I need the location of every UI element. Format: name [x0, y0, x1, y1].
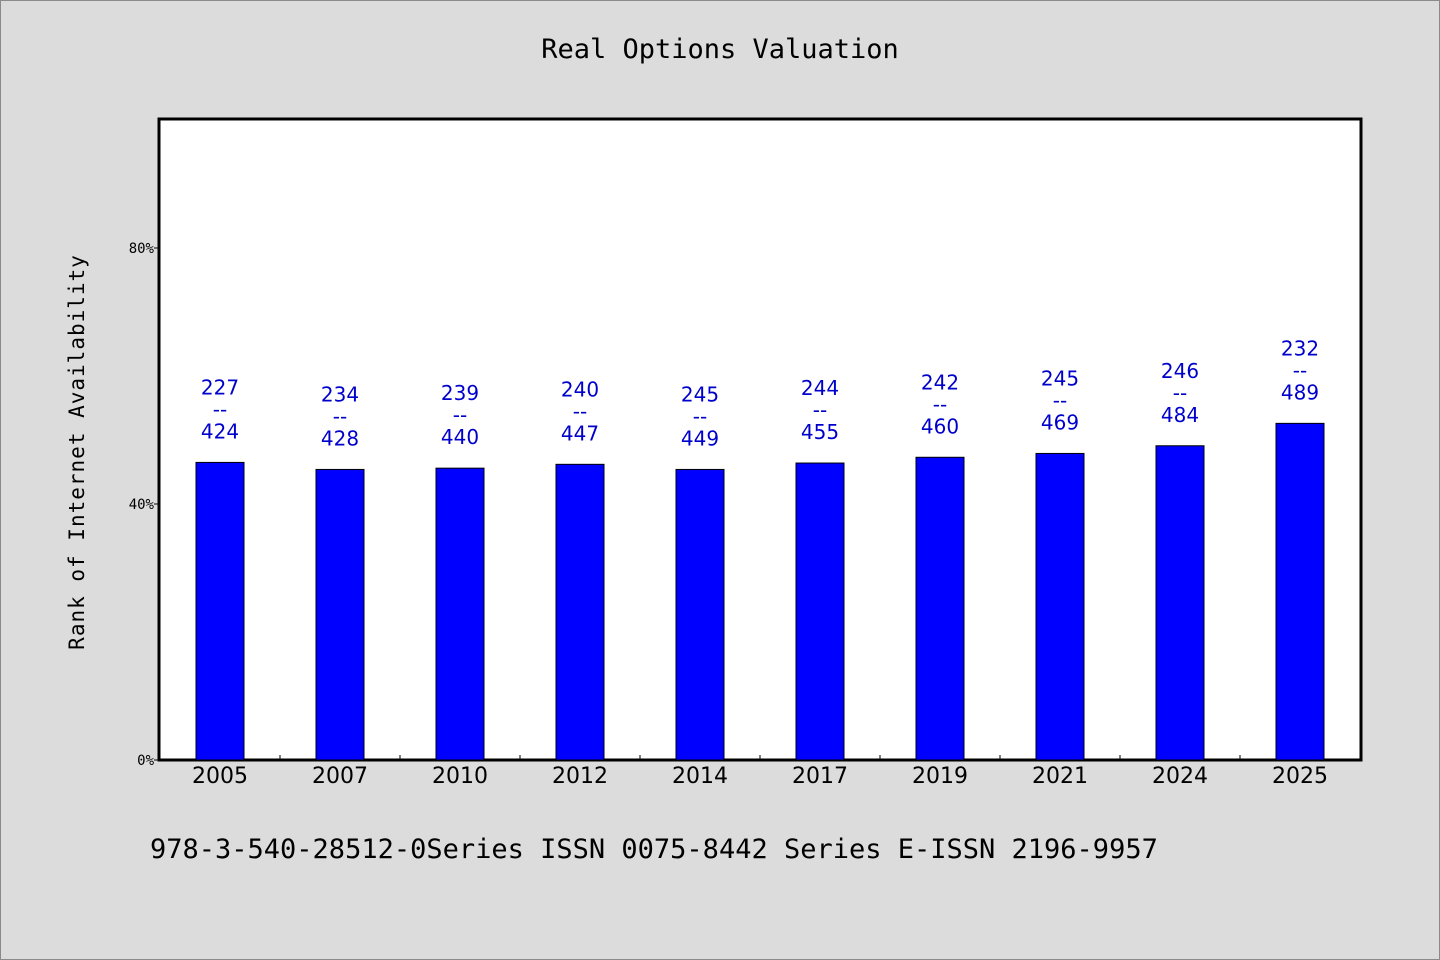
bar-data-label: --	[1173, 381, 1187, 405]
axis-ticks: 0% 40% 80%	[129, 241, 1241, 769]
y-tick-label: 80%	[129, 241, 155, 257]
bar-data-label: --	[1293, 358, 1307, 382]
x-tick-label: 2021	[1032, 764, 1088, 789]
bar-2024	[1155, 445, 1205, 761]
chart-title: Real Options Valuation	[541, 34, 899, 65]
bar-data-label: 245	[1041, 366, 1079, 390]
bar-2019	[915, 456, 965, 761]
bar-data-label: 489	[1281, 380, 1319, 404]
bar-data-label: 447	[561, 421, 599, 445]
x-tick-label: 2010	[432, 764, 488, 789]
bar-data-label: --	[693, 404, 707, 428]
bar-data-label: 234	[321, 382, 359, 406]
bar-data-label: 460	[921, 414, 959, 438]
bar-data-label: 246	[1161, 359, 1199, 383]
y-tick-label: 40%	[129, 497, 155, 513]
x-tick-label: 2017	[792, 764, 848, 789]
bar-2005	[195, 461, 245, 761]
bar-data-label: 440	[441, 425, 479, 449]
footer-text: 978-3-540-28512-0Series ISSN 0075-8442 S…	[150, 834, 1158, 865]
bar-data-label: --	[453, 403, 467, 427]
bar-data-label: --	[573, 399, 587, 423]
x-tick-label: 2025	[1272, 764, 1328, 789]
x-tick-label: 2012	[552, 764, 608, 789]
x-tick-label: 2019	[912, 764, 968, 789]
bar-data-label: 244	[801, 376, 839, 400]
x-tick-label: 2005	[192, 764, 248, 789]
x-tick-label: 2024	[1152, 764, 1208, 789]
bars	[195, 422, 1325, 761]
bar-2007	[315, 468, 365, 761]
bar-data-label: 484	[1161, 403, 1199, 427]
bar-2021	[1035, 452, 1085, 761]
bar-data-label: 428	[321, 426, 359, 450]
bar-data-label: --	[933, 392, 947, 416]
x-tick-label: 2007	[312, 764, 368, 789]
bar-data-label: 245	[681, 382, 719, 406]
bar-data-label: --	[813, 398, 827, 422]
bar-data-label: 240	[561, 377, 599, 401]
bar-labels: 2005227--4242007234--4282010239--4402012…	[192, 336, 1328, 789]
bar-data-label: --	[213, 397, 227, 421]
bar-data-label: 455	[801, 420, 839, 444]
bar-2017	[795, 462, 845, 761]
bar-data-label: 424	[201, 419, 239, 443]
y-tick-label: 0%	[137, 753, 154, 769]
bar-data-label: 242	[921, 370, 959, 394]
bar-data-label: 469	[1041, 410, 1079, 434]
bar-2010	[435, 467, 485, 761]
bar-data-label: --	[1053, 388, 1067, 412]
bar-data-label: --	[333, 404, 347, 428]
bar-data-label: 232	[1281, 336, 1319, 360]
bar-data-label: 227	[201, 375, 239, 399]
y-axis-title: Rank of Internet Availability	[65, 254, 89, 650]
bar-2012	[555, 463, 605, 761]
bar-data-label: 239	[441, 381, 479, 405]
bar-2014	[675, 468, 725, 761]
x-tick-label: 2014	[672, 764, 728, 789]
bar-data-label: 449	[681, 426, 719, 450]
bar-2025	[1275, 422, 1325, 761]
